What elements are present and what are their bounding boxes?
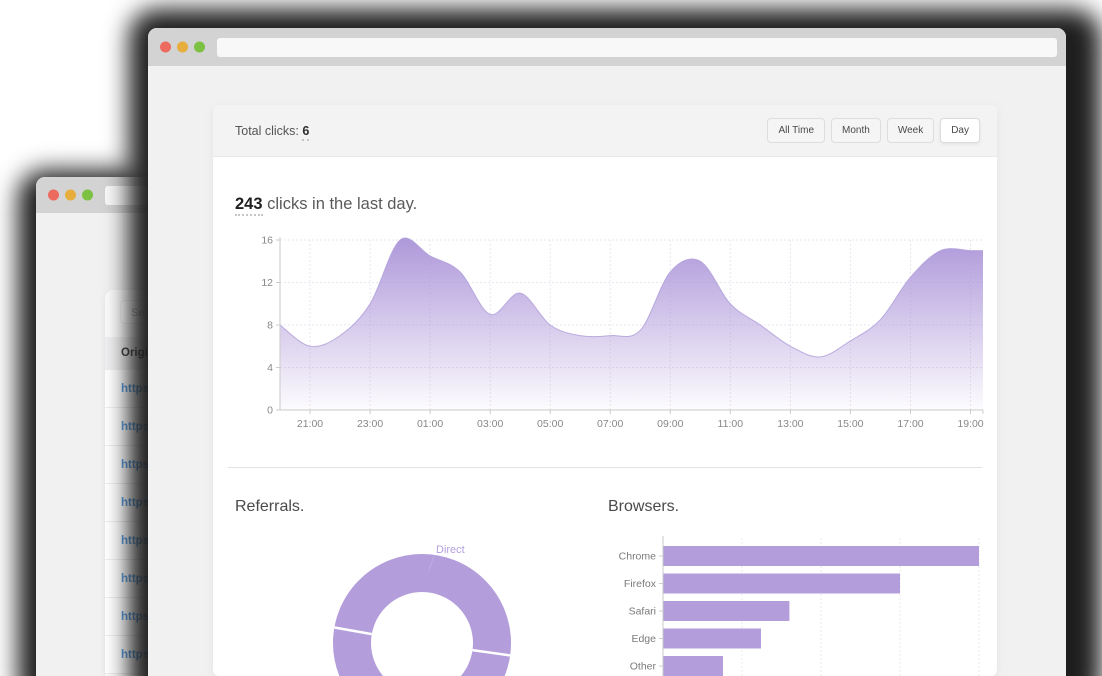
range-button-day[interactable]: Day [940,118,980,143]
svg-text:09:00: 09:00 [657,418,683,430]
clicks-area-chart: 0 4 8 12 16 21:00 23:00 01:00 03:00 05:00 07:00 09:… [261,235,983,431]
total-clicks-label: Total clicks: [235,123,299,138]
url-bar[interactable] [217,38,1057,57]
clicks-count: 243 [235,195,263,216]
referrals-donut-chart: Direct [333,544,511,676]
clicks-headline: 243 clicks in the last day. [235,195,418,216]
range-button-month[interactable]: Month [831,118,881,143]
svg-text:Direct: Direct [436,544,465,556]
browsers-title: Browsers. [608,498,680,515]
svg-text:12: 12 [261,277,273,289]
total-clicks-value: 6 [302,123,310,141]
zoom-button[interactable] [82,189,93,201]
svg-text:01:00: 01:00 [417,418,443,430]
svg-text:13:00: 13:00 [777,418,803,430]
svg-text:Edge: Edge [631,633,656,645]
analytics-card: Total clicks: 6 All Time Month Week Day … [213,105,997,676]
svg-text:15:00: 15:00 [837,418,863,430]
range-button-week[interactable]: Week [886,118,935,143]
svg-text:03:00: 03:00 [477,418,503,430]
time-range-buttons: All Time Month Week Day [767,118,980,143]
svg-text:Firefox: Firefox [624,578,657,590]
referrals-title: Referrals. [235,498,305,515]
svg-text:11:00: 11:00 [718,418,744,430]
clicks-headline-text: clicks in the last day. [267,195,418,213]
svg-text:4: 4 [267,362,273,374]
svg-text:Safari: Safari [629,606,656,618]
analytics-card-header: Total clicks: 6 All Time Month Week Day [213,105,997,157]
svg-text:19:00: 19:00 [957,418,983,430]
total-clicks: Total clicks: 6 [235,123,310,141]
svg-text:Other: Other [630,661,657,673]
svg-text:23:00: 23:00 [357,418,383,430]
svg-text:16: 16 [261,235,273,247]
close-button[interactable] [48,189,59,201]
svg-text:Chrome: Chrome [619,551,657,563]
main-browser-window: Total clicks: 6 All Time Month Week Day … [148,28,1066,676]
browsers-bar-chart: Chrome Firefox Safari Edge Other [619,536,980,676]
svg-text:8: 8 [267,320,273,332]
zoom-button[interactable] [194,41,205,53]
minimize-button[interactable] [177,41,188,53]
range-button-all-time[interactable]: All Time [767,118,826,143]
svg-text:05:00: 05:00 [537,418,563,430]
close-button[interactable] [160,41,171,53]
main-window-titlebar [148,28,1066,66]
svg-text:0: 0 [267,405,273,417]
svg-text:07:00: 07:00 [597,418,623,430]
svg-text:21:00: 21:00 [297,418,323,430]
minimize-button[interactable] [65,189,76,201]
section-divider [228,467,982,468]
svg-text:17:00: 17:00 [897,418,923,430]
